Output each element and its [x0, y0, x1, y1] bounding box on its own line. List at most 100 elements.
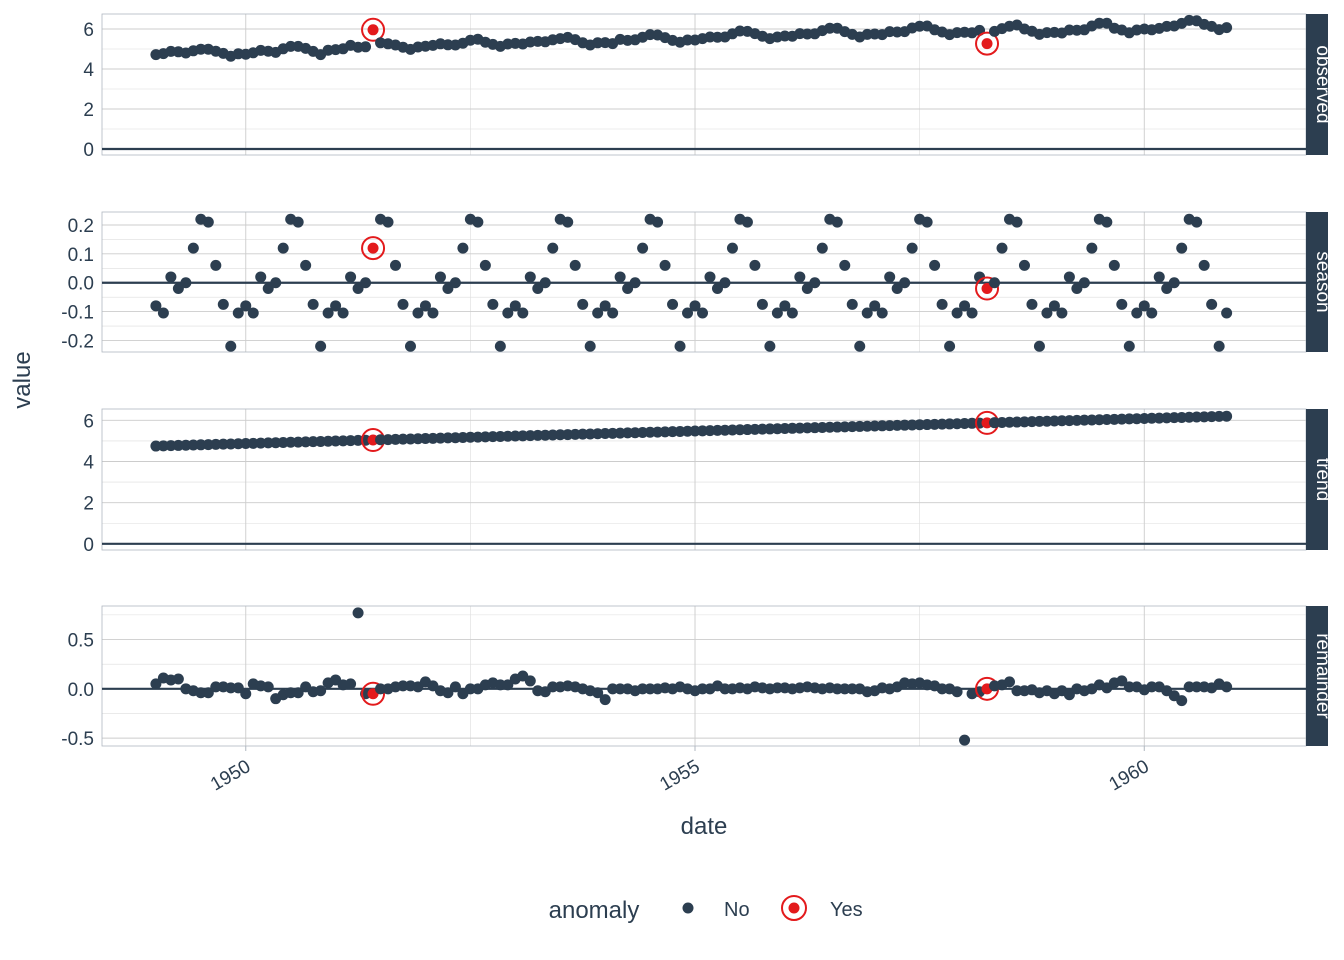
data-point — [959, 300, 971, 312]
data-point — [1221, 410, 1233, 422]
y-tick-label: 0.0 — [68, 274, 94, 295]
data-point — [659, 259, 671, 271]
data-point — [1198, 259, 1210, 271]
data-point — [682, 307, 694, 319]
points-season — [150, 213, 1233, 352]
data-point — [1161, 282, 1173, 294]
data-point — [1153, 271, 1165, 283]
data-point — [1011, 216, 1023, 228]
strip-trend — [1306, 409, 1328, 550]
data-point — [876, 307, 888, 319]
data-point — [404, 340, 416, 352]
data-point — [637, 242, 649, 254]
data-point — [584, 340, 596, 352]
data-point — [1123, 340, 1135, 352]
data-point — [1041, 307, 1053, 319]
data-point — [599, 300, 611, 312]
data-point — [1138, 300, 1150, 312]
strip-label: remainder — [1312, 633, 1333, 719]
data-point — [667, 298, 679, 310]
strip-season — [1306, 212, 1328, 352]
data-point — [711, 282, 723, 294]
data-point — [607, 307, 619, 319]
y-tick-label: 0.0 — [68, 680, 94, 701]
data-point — [1131, 307, 1143, 319]
data-point — [809, 277, 821, 289]
data-point — [494, 340, 506, 352]
legend-label-no: No — [724, 899, 750, 921]
data-point — [1026, 298, 1038, 310]
legend-key-no — [682, 902, 694, 914]
data-point — [390, 259, 402, 271]
data-point — [1056, 307, 1068, 319]
data-point — [524, 675, 536, 687]
data-point — [1033, 340, 1045, 352]
data-point — [427, 307, 439, 319]
anomaly-point — [981, 38, 993, 50]
legend: anomaly No Yes — [549, 895, 863, 924]
strip-observed — [1306, 14, 1328, 155]
data-point — [382, 216, 394, 228]
data-point — [330, 300, 342, 312]
y-tick-label: 0 — [83, 140, 94, 161]
data-point — [524, 271, 536, 283]
data-point — [202, 216, 214, 228]
data-point — [697, 307, 709, 319]
data-point — [150, 678, 162, 690]
anomaly-ring — [975, 276, 1000, 301]
anomaly-ring — [975, 31, 1000, 56]
data-point — [442, 282, 454, 294]
x-axis: 1950 1955 1960 — [207, 746, 1153, 795]
y-tick-label: 0.1 — [68, 245, 94, 266]
data-point — [277, 242, 289, 254]
data-point — [1018, 259, 1030, 271]
y-tick-label: 4 — [83, 60, 94, 81]
data-point — [577, 298, 589, 310]
panel-season: -0.2 -0.1 0.0 0.1 0.2 season — [61, 211, 1333, 352]
data-point — [592, 687, 604, 699]
x-axis-title: date — [681, 813, 728, 840]
data-point — [884, 271, 896, 283]
data-point — [315, 340, 327, 352]
data-point — [786, 307, 798, 319]
legend-label-yes: Yes — [830, 899, 863, 921]
legend-key-yes-ring — [781, 895, 807, 921]
data-point — [704, 271, 716, 283]
data-point — [300, 259, 312, 271]
data-point — [622, 282, 634, 294]
data-point — [906, 242, 918, 254]
y-tick-label: 0.5 — [68, 631, 94, 652]
data-point — [449, 681, 461, 693]
anomaly-ring — [361, 17, 386, 42]
data-point — [232, 682, 244, 694]
data-point — [307, 298, 319, 310]
data-point — [1108, 259, 1120, 271]
facet-panels: 0 2 4 6 observed -0.2 -0.1 0.0 0.1 0.2 season 0 2 4 6 t… — [61, 13, 1333, 750]
data-point — [457, 242, 469, 254]
data-point — [240, 688, 252, 700]
data-point — [1048, 300, 1060, 312]
data-point — [951, 686, 963, 698]
data-point — [502, 307, 514, 319]
data-point — [150, 300, 162, 312]
data-point — [352, 607, 364, 619]
data-point — [831, 216, 843, 228]
data-point — [337, 307, 349, 319]
data-point — [232, 307, 244, 319]
y-tick-label: 0 — [83, 535, 94, 556]
x-tick-label: 1960 — [1106, 756, 1153, 795]
data-point — [741, 216, 753, 228]
data-point — [966, 307, 978, 319]
panel-observed: 0 2 4 6 observed — [83, 13, 1333, 161]
data-point — [292, 216, 304, 228]
data-point — [172, 282, 184, 294]
points-observed — [150, 14, 1233, 62]
legend-key-yes — [788, 902, 800, 914]
data-point — [270, 277, 282, 289]
data-point — [562, 216, 574, 228]
data-point — [1078, 277, 1090, 289]
data-point — [614, 271, 626, 283]
data-point — [202, 687, 214, 699]
data-point — [936, 298, 948, 310]
